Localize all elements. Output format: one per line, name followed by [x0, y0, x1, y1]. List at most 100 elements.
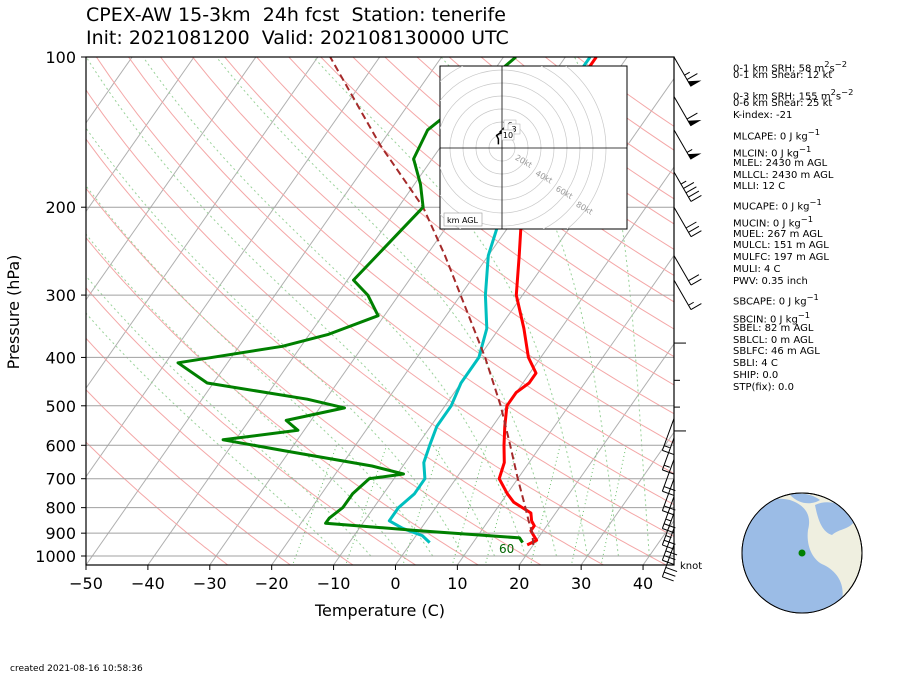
- globe-outline: [741, 492, 863, 614]
- dry-adiabat-line: [86, 89, 668, 565]
- wind-barb: [661, 418, 675, 455]
- wind-unit-label: knot: [680, 561, 702, 572]
- hodograph-legend: km AGL: [447, 216, 479, 225]
- x-tick-label: 10: [447, 574, 467, 593]
- index-item: SBCIN: 0 J kg−1: [733, 310, 811, 326]
- dry-adiabat-line: [86, 138, 605, 565]
- index-item: MUCAPE: 0 J kg−1: [733, 197, 822, 213]
- created-stamp: created 2021-08-16 10:58:36: [10, 664, 143, 674]
- dry-adiabat-line: [192, 57, 674, 444]
- dry-adiabat-line: [320, 57, 674, 330]
- index-item: STP(fix): 0.0: [733, 382, 794, 393]
- dry-adiabat-line: [384, 57, 674, 276]
- hodograph-level-box: [501, 129, 515, 141]
- index-item: 0-6 km Shear: 25 kt: [733, 98, 833, 109]
- globe-ocean: [742, 498, 843, 613]
- hodograph-legend-box: [443, 212, 483, 227]
- mixing-ratio-line: [600, 445, 627, 565]
- hodograph-frame: [439, 65, 628, 230]
- index-item: MLEL: 2430 m AGL: [733, 158, 828, 169]
- background-lines: [86, 57, 674, 565]
- mixing-ratio-line: [292, 445, 338, 565]
- wind-barb: [673, 129, 702, 160]
- chart-title: CPEX-AW 15-3km 24h fcst Station: tenerif…: [86, 4, 506, 26]
- index-item: MUEL: 267 m AGL: [733, 229, 823, 240]
- isotherm-line: [580, 431, 674, 565]
- x-tick-label: 20: [509, 574, 529, 593]
- y-tick-label: 100: [45, 48, 76, 67]
- station-marker: [798, 549, 806, 557]
- index-item: SBLCL: 0 m AGL: [733, 335, 814, 346]
- dry-adiabat-line: [86, 187, 542, 565]
- globe-ocean: [790, 493, 820, 504]
- index-item: SBLI: 4 C: [733, 358, 778, 369]
- index-item: K-index: -21: [733, 110, 793, 121]
- y-tick-label: 900: [45, 524, 76, 543]
- moist-adiabat-line: [142, 57, 527, 557]
- wind-barb: [673, 56, 702, 87]
- x-tick-label: −20: [255, 574, 289, 593]
- wind-barb: [673, 171, 702, 202]
- wind-barbs: [661, 56, 702, 582]
- moist-adiabat-line: [86, 127, 465, 557]
- mixing-ratio-line: [530, 445, 561, 565]
- dry-adiabat-line: [95, 57, 674, 538]
- y-tick-label: 200: [45, 198, 76, 217]
- mixing-ratio-line: [570, 445, 599, 565]
- dry-adiabat-line: [288, 57, 674, 358]
- isotherm-line: [394, 166, 674, 565]
- isotherm-line: [86, 57, 257, 301]
- dry-adiabat-line: [256, 57, 674, 386]
- wind-barb: [673, 255, 702, 286]
- index-item: MULCL: 151 m AGL: [733, 240, 829, 251]
- annotation-label: 60: [499, 542, 514, 556]
- isotherm-line: [86, 57, 195, 213]
- y-tick-label: 500: [45, 397, 76, 416]
- mixing-ratio-line: [345, 445, 388, 565]
- wind-barb: [661, 437, 675, 475]
- wetbulb-line: [176, 57, 524, 544]
- wind-barb: [673, 96, 702, 127]
- axes: −50 −40 −30 −20 −10 0 10 20 30 40 100 200 300 400 500 6…: [35, 48, 653, 593]
- index-item: 0-1 km SRH: 58 m2s−2: [733, 59, 848, 75]
- wind-barb: [673, 279, 702, 311]
- moist-adiabat-line: [86, 233, 403, 557]
- y-tick-label: 600: [45, 436, 76, 455]
- dry-adiabat-line: [86, 441, 229, 565]
- x-tick-label: 30: [571, 574, 591, 593]
- index-item: MULFC: 197 m AGL: [733, 252, 829, 263]
- x-tick-label: 40: [633, 574, 653, 593]
- y-tick-label: 700: [45, 470, 76, 489]
- x-tick-label: −50: [69, 574, 103, 593]
- x-axis-label: Temperature (C): [314, 601, 445, 620]
- index-item: SBCAPE: 0 J kg−1: [733, 292, 819, 308]
- index-item: MLLCL: 2430 m AGL: [733, 170, 834, 181]
- isotherm-line: [518, 343, 674, 565]
- chart-subtitle: Init: 2021081200 Valid: 202108130000 UTC: [86, 27, 509, 49]
- index-item: SHIP: 0.0: [733, 370, 779, 381]
- hodograph-level-label: 10: [503, 131, 513, 140]
- mixing-ratio-line: [402, 445, 441, 565]
- isotherm-line: [86, 57, 381, 478]
- wind-barb: [673, 309, 686, 344]
- x-tick-label: −30: [193, 574, 227, 593]
- moist-adiabat-line: [574, 57, 650, 557]
- index-item: PWV: 0.35 inch: [733, 276, 808, 287]
- moist-adiabat-line: [313, 57, 588, 557]
- wind-barb: [661, 459, 676, 496]
- y-tick-label: 400: [45, 348, 76, 367]
- wind-barb: [673, 396, 686, 432]
- index-item: MLCAPE: 0 J kg−1: [733, 127, 821, 143]
- index-item: 0-1 km Shear: 12 kt: [733, 70, 833, 81]
- moist-adiabat-line: [440, 57, 619, 557]
- index-item: MUCIN: 0 J kg−1: [733, 214, 813, 230]
- moist-adiabat-line: [216, 57, 557, 557]
- dry-adiabat-line: [352, 57, 674, 303]
- wind-barb: [673, 206, 702, 238]
- wind-barb: [673, 346, 680, 381]
- dry-adiabat-line: [86, 389, 292, 565]
- dry-adiabat-line: [86, 287, 417, 565]
- hodograph-level-label: 3: [511, 125, 516, 134]
- index-item: MLLI: 12 C: [733, 181, 786, 192]
- isotherm-line: [86, 57, 443, 565]
